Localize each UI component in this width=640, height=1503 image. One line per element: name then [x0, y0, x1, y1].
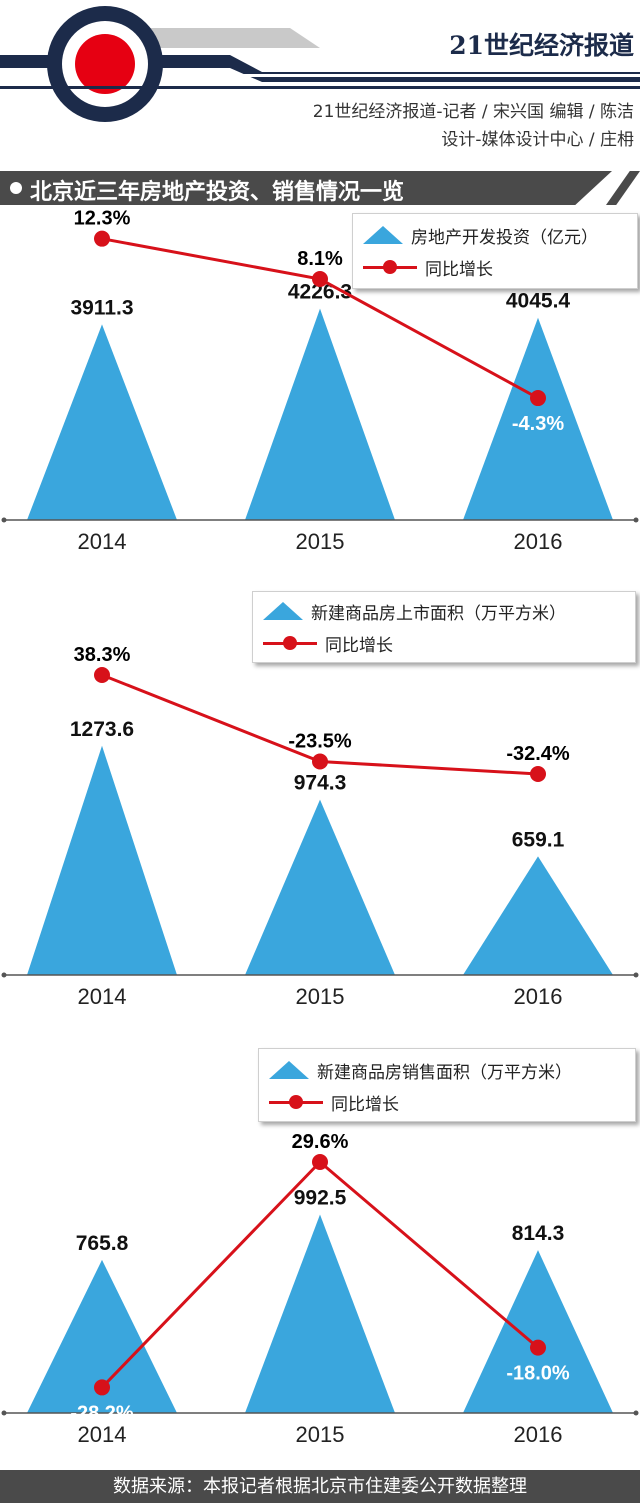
- triangle-bar: [463, 856, 613, 975]
- category-label: 2016: [514, 529, 563, 554]
- triangle-value-label: 3911.3: [70, 296, 133, 319]
- source-footer: 数据来源：本报记者根据北京市住建委公开数据整理: [0, 1470, 640, 1503]
- header: 21世纪经济报道 21世纪经济报道-记者 / 宋兴国 编辑 / 陈洁 设计-媒体…: [0, 0, 640, 165]
- legend-item-triangle: 新建商品房上市面积（万平方米）: [263, 598, 566, 624]
- category-label: 2014: [78, 529, 127, 554]
- legend-listing-area: 新建商品房上市面积（万平方米） 同比增长: [252, 591, 636, 663]
- credit-line-1: 21世纪经济报道-记者 / 宋兴国 编辑 / 陈洁: [312, 102, 634, 122]
- legend-label: 同比增长: [325, 635, 393, 656]
- triangle-bar: [463, 317, 613, 520]
- growth-value-label: 38.3%: [74, 644, 131, 666]
- triangle-bar: [245, 799, 395, 975]
- axis-end-dot: [1, 1410, 7, 1416]
- growth-point: [530, 390, 546, 407]
- bullet-dot-icon: [10, 182, 22, 194]
- triangle-bar: [27, 1259, 177, 1413]
- chart-listing-area-svg: 2014 2015 2016 1273.6 974.3 659.1 38.3% -23.5% -…: [1, 644, 639, 1009]
- category-label: 2016: [514, 1422, 563, 1447]
- brand-name: 21世纪经济报道: [449, 31, 634, 60]
- category-label: 2014: [78, 1422, 127, 1447]
- credit-line-2: 设计-媒体设计中心 / 庄枏: [441, 130, 634, 150]
- growth-value-label: -4.3%: [512, 413, 564, 435]
- growth-value-label: -18.0%: [506, 1363, 570, 1385]
- triangle-bar: [245, 1214, 395, 1413]
- category-label: 2014: [78, 984, 127, 1009]
- category-label: 2016: [514, 984, 563, 1009]
- triangle-value-label: 765.8: [76, 1232, 129, 1255]
- legend-item-line: 同比增长: [263, 630, 393, 656]
- triangle-bar: [27, 745, 177, 975]
- legend-item-triangle: 新建商品房销售面积（万平方米）: [269, 1057, 572, 1083]
- category-label: 2015: [296, 529, 345, 554]
- line-marker-icon: [269, 1095, 323, 1109]
- triangle-bar: [27, 324, 177, 520]
- triangle-value-label: 659.1: [512, 828, 565, 851]
- growth-point: [312, 271, 328, 287]
- category-label: 2015: [296, 984, 345, 1009]
- chart-investment: 2014 2015 2016 3911.3 4226.3 4045.4 12.3% 8.1% -…: [0, 205, 640, 555]
- line-marker-icon: [263, 636, 317, 650]
- section-title: 北京近三年房地产投资、销售情况一览: [30, 180, 405, 205]
- triangle-icon: [263, 602, 303, 620]
- triangle-value-label: 814.3: [512, 1222, 565, 1245]
- section-title-bar: 北京近三年房地产投资、销售情况一览: [0, 171, 640, 205]
- triangle-value-label: 974.3: [294, 772, 347, 795]
- legend-label: 同比增长: [425, 259, 493, 280]
- legend-sales-area: 新建商品房销售面积（万平方米） 同比增长: [258, 1048, 636, 1122]
- growth-point: [530, 765, 546, 782]
- growth-value-label: 29.6%: [292, 1131, 349, 1153]
- growth-point: [312, 1154, 328, 1170]
- legend-label: 房地产开发投资（亿元）: [411, 227, 598, 248]
- credits: 21世纪经济报道-记者 / 宋兴国 编辑 / 陈洁 设计-媒体设计中心 / 庄枏: [313, 98, 634, 154]
- line-marker-icon: [363, 260, 417, 274]
- triangle-bar: [463, 1250, 613, 1413]
- legend-label: 同比增长: [331, 1094, 399, 1115]
- legend-label: 新建商品房销售面积（万平方米）: [317, 1062, 572, 1083]
- growth-value-label: -32.4%: [506, 743, 570, 765]
- legend-item-line: 同比增长: [363, 254, 493, 280]
- chart-sales-area-svg: 2014 2015 2016 765.8 992.5 814.3 -28.2% 29.6% -1…: [1, 1131, 639, 1447]
- triangle-icon: [269, 1061, 309, 1079]
- growth-point: [312, 753, 328, 770]
- triangle-icon: [363, 226, 403, 244]
- chart-listing-area: 2014 2015 2016 1273.6 974.3 659.1 38.3% -23.5% -…: [0, 585, 640, 1010]
- growth-value-label: 12.3%: [74, 208, 131, 230]
- legend-label: 新建商品房上市面积（万平方米）: [311, 603, 566, 624]
- legend-item-triangle: 房地产开发投资（亿元）: [363, 222, 598, 248]
- growth-point: [94, 1379, 110, 1396]
- legend-investment: 房地产开发投资（亿元） 同比增长: [352, 213, 638, 289]
- axis-end-dot: [633, 517, 639, 523]
- chart-sales-area: 2014 2015 2016 765.8 992.5 814.3 -28.2% 29.6% -1…: [0, 1040, 640, 1465]
- growth-point: [530, 1339, 546, 1356]
- legend-item-line: 同比增长: [269, 1089, 399, 1115]
- title-bar-tail: [606, 171, 640, 205]
- category-label: 2015: [296, 1422, 345, 1447]
- growth-value-label: -28.2%: [70, 1402, 134, 1424]
- axis-end-dot: [633, 1410, 639, 1416]
- triangle-value-label: 1273.6: [70, 718, 134, 741]
- triangle-bar: [245, 308, 395, 520]
- growth-point: [94, 230, 110, 247]
- growth-value-label: 8.1%: [297, 248, 343, 270]
- masthead-logo: [0, 6, 640, 122]
- triangle-value-label: 4045.4: [506, 290, 571, 313]
- growth-point: [94, 667, 110, 683]
- axis-end-dot: [1, 517, 7, 523]
- axis-end-dot: [633, 972, 639, 978]
- axis-end-dot: [1, 972, 7, 978]
- growth-value-label: -23.5%: [288, 731, 352, 753]
- triangle-value-label: 992.5: [294, 1187, 347, 1210]
- title-bar-bg: [0, 171, 612, 205]
